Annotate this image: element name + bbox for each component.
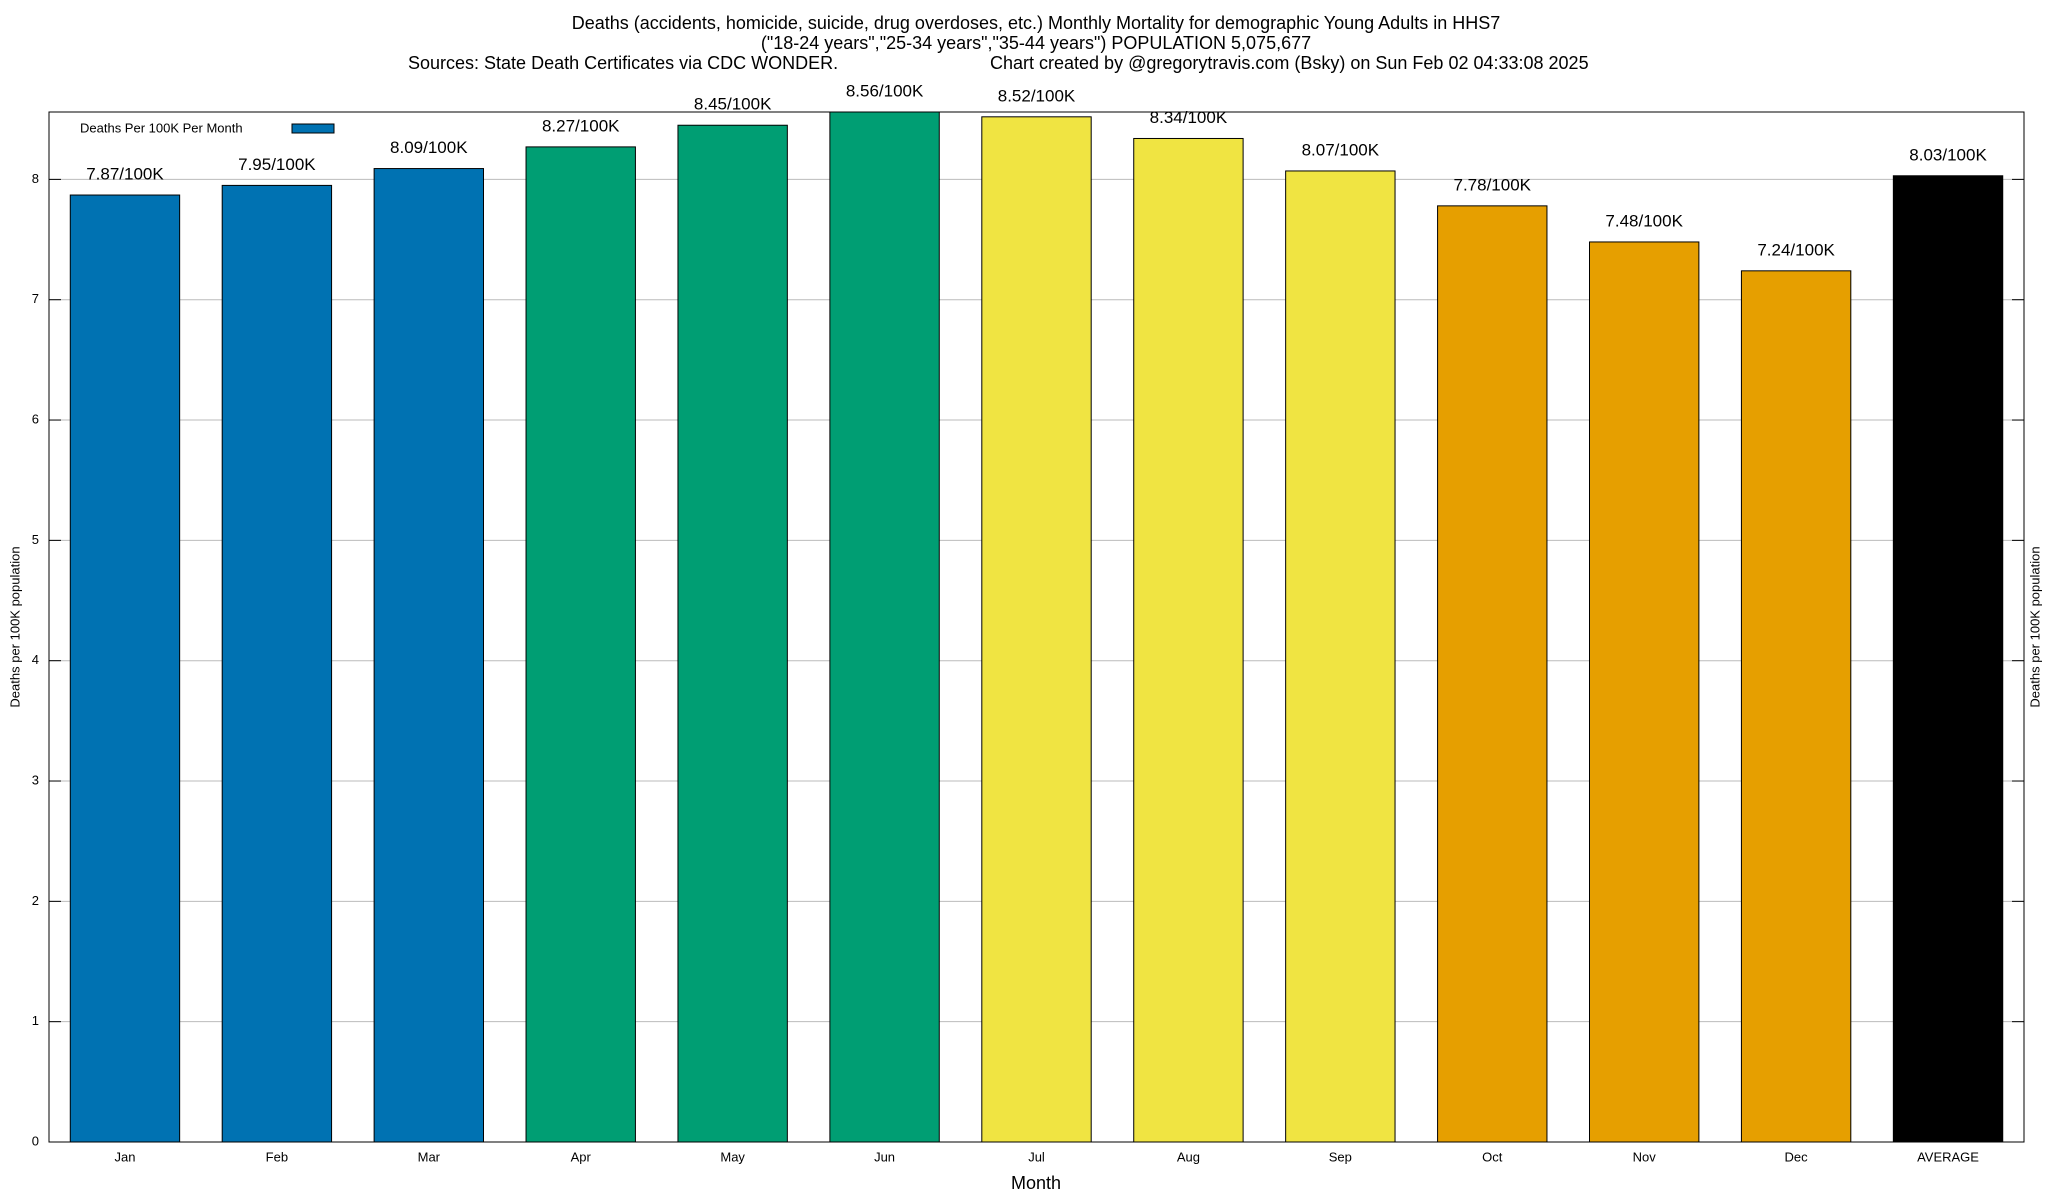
bar bbox=[1892, 175, 2004, 1143]
chart-title: Deaths (accidents, homicide, suicide, dr… bbox=[572, 13, 1500, 33]
bar bbox=[69, 194, 181, 1143]
y-axis-label: Deaths per 100K population bbox=[7, 546, 22, 707]
value-label: 8.56/100K bbox=[846, 81, 924, 100]
bar bbox=[1437, 205, 1548, 1143]
x-tick-label: May bbox=[720, 1149, 745, 1164]
x-tick-label: AVERAGE bbox=[1917, 1149, 1979, 1164]
x-tick-label: Aug bbox=[1177, 1149, 1200, 1164]
bar bbox=[1285, 170, 1396, 1143]
value-label: 8.09/100K bbox=[390, 138, 468, 157]
y-tick-label: 5 bbox=[32, 532, 39, 547]
bar bbox=[829, 111, 940, 1143]
bar bbox=[677, 124, 788, 1143]
y-tick-label: 1 bbox=[32, 1013, 39, 1028]
value-label: 8.45/100K bbox=[694, 95, 772, 114]
y-tick-label: 8 bbox=[32, 171, 39, 186]
y-tick-label: 3 bbox=[32, 772, 39, 787]
x-tick-label: Mar bbox=[418, 1149, 441, 1164]
value-label: 8.34/100K bbox=[1150, 108, 1228, 127]
chart-subtitle: ("18-24 years","25-34 years","35-44 year… bbox=[761, 33, 1311, 53]
sources: Sources: State Death Certificates via CD… bbox=[408, 53, 838, 73]
value-label: 7.24/100K bbox=[1757, 240, 1835, 259]
bar bbox=[981, 116, 1092, 1143]
plot-frame bbox=[48, 111, 2025, 1143]
value-label: 7.48/100K bbox=[1605, 211, 1683, 230]
value-label: 8.27/100K bbox=[542, 116, 620, 135]
x-tick-label: Sep bbox=[1329, 1149, 1352, 1164]
value-label: 7.87/100K bbox=[86, 165, 164, 184]
bar bbox=[1740, 270, 1852, 1143]
y-tick-label: 4 bbox=[32, 652, 39, 667]
credit: Chart created by @gregorytravis.com (Bsk… bbox=[990, 53, 1589, 73]
value-label: 7.95/100K bbox=[238, 155, 316, 174]
y-tick-label: 2 bbox=[32, 893, 39, 908]
x-tick-label: Jul bbox=[1028, 1149, 1045, 1164]
x-tick-label: Apr bbox=[571, 1149, 592, 1164]
bar bbox=[373, 168, 484, 1143]
y-tick-label: 0 bbox=[32, 1133, 39, 1148]
bar bbox=[525, 146, 636, 1143]
legend-label: Deaths Per 100K Per Month bbox=[80, 120, 243, 135]
x-tick-label: Dec bbox=[1785, 1149, 1809, 1164]
y2-axis-label: Deaths per 100K population bbox=[2027, 546, 2042, 707]
x-tick-label: Feb bbox=[266, 1149, 288, 1164]
y-tick-label: 6 bbox=[32, 411, 39, 426]
value-label: 8.52/100K bbox=[998, 86, 1076, 105]
x-tick-label: Jan bbox=[114, 1149, 135, 1164]
x-tick-label: Oct bbox=[1482, 1149, 1503, 1164]
value-label: 7.78/100K bbox=[1454, 175, 1532, 194]
legend-swatch bbox=[291, 123, 335, 134]
bar bbox=[1589, 241, 1700, 1143]
bar bbox=[221, 184, 333, 1143]
bar bbox=[1133, 137, 1244, 1143]
x-tick-label: Nov bbox=[1633, 1149, 1657, 1164]
x-axis-label: Month bbox=[1011, 1173, 1061, 1193]
value-label: 8.07/100K bbox=[1302, 140, 1380, 159]
x-tick-label: Jun bbox=[874, 1149, 895, 1164]
value-label: 8.03/100K bbox=[1909, 145, 1987, 164]
y-tick-label: 7 bbox=[32, 291, 39, 306]
